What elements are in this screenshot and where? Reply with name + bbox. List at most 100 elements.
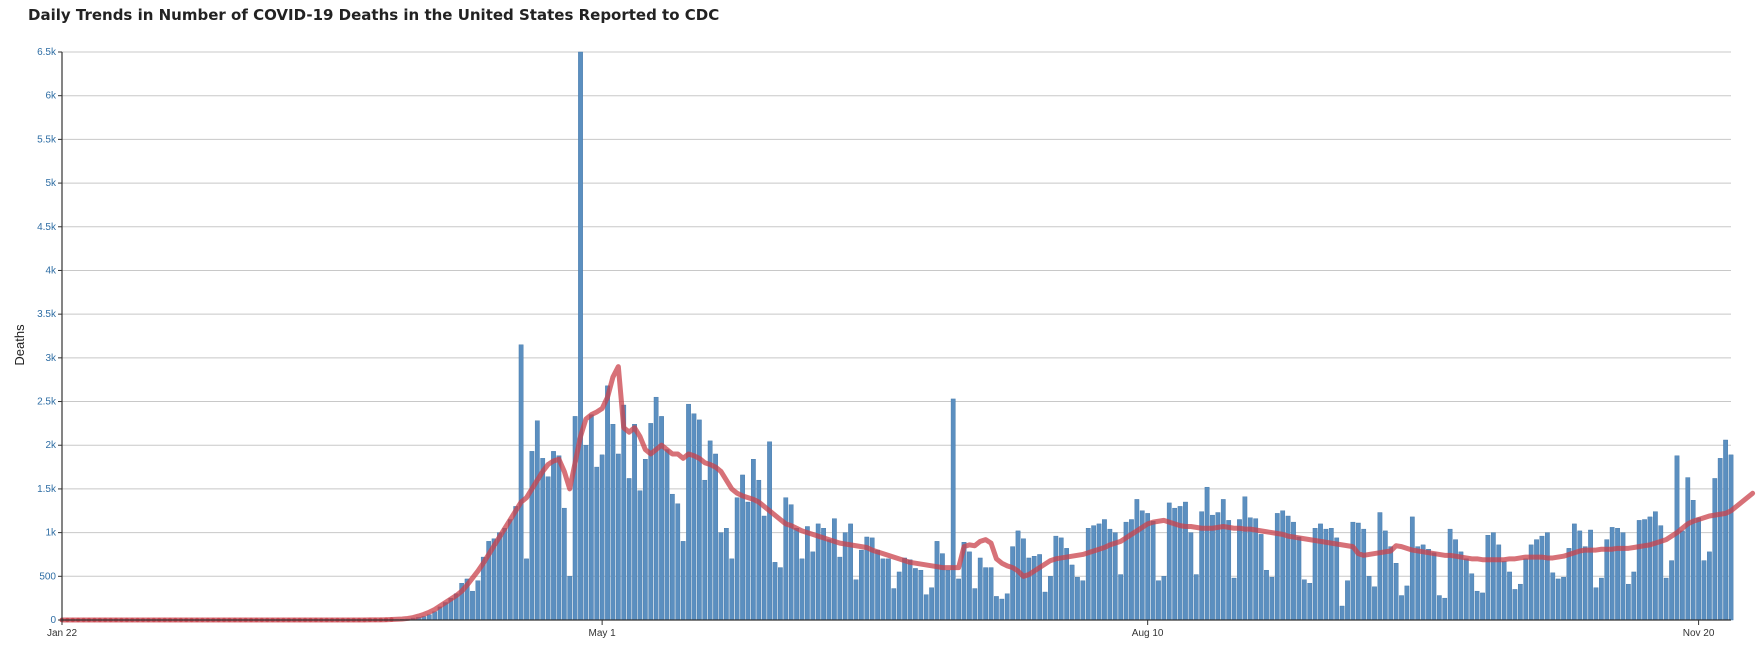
bar — [1355, 522, 1361, 621]
bar — [1296, 536, 1302, 621]
bar — [1053, 535, 1059, 621]
bar — [507, 519, 513, 621]
bar — [1096, 523, 1102, 621]
bar — [1663, 577, 1669, 621]
bar — [551, 451, 556, 621]
bar — [637, 490, 643, 621]
bar — [724, 528, 729, 621]
bar — [1555, 578, 1561, 621]
bar — [1118, 574, 1124, 621]
bar — [1399, 595, 1404, 621]
bar — [594, 466, 600, 621]
bar — [615, 453, 621, 621]
chart-title: Daily Trends in Number of COVID-19 Death… — [28, 6, 720, 24]
bar — [1588, 529, 1593, 621]
bar — [1447, 528, 1453, 621]
bar — [1653, 511, 1658, 621]
bar — [1188, 532, 1194, 621]
bar — [950, 398, 956, 621]
bar — [734, 497, 740, 621]
bar — [1366, 576, 1372, 621]
bar — [907, 559, 913, 621]
bar — [588, 414, 594, 621]
bar — [805, 526, 810, 621]
bar — [799, 558, 805, 621]
bar — [1350, 521, 1356, 621]
bar — [1382, 530, 1388, 621]
bar — [653, 396, 659, 621]
bar — [529, 451, 535, 621]
bar — [1274, 513, 1280, 621]
bar — [1307, 583, 1313, 621]
bar — [696, 419, 702, 621]
bar — [745, 501, 751, 621]
tick-labels: 0 500 1k 1.5k 2k 2.5k 3k 3.5k 4k 4.5k 5k 5.5k 6k 6.5k… — [37, 47, 1715, 639]
bar — [1269, 576, 1275, 621]
y-tick-label: 4.5k — [37, 222, 57, 233]
bar — [1599, 577, 1604, 621]
bar — [940, 553, 945, 621]
bar — [702, 479, 708, 621]
bar — [680, 541, 686, 621]
bar — [999, 598, 1005, 621]
bar — [977, 557, 983, 621]
bar — [718, 532, 724, 621]
bar — [783, 497, 789, 621]
bar — [832, 518, 837, 621]
bar — [826, 539, 832, 621]
bar — [1507, 571, 1512, 621]
bar — [751, 459, 756, 621]
bar — [1258, 534, 1264, 621]
bar — [1409, 516, 1415, 621]
bar — [567, 576, 573, 621]
bar — [540, 458, 546, 621]
bar — [691, 413, 697, 621]
bar — [1318, 523, 1323, 621]
bar — [972, 588, 978, 621]
y-tick-label: 6.5k — [37, 47, 57, 58]
bar — [1717, 458, 1723, 621]
bar — [1517, 583, 1523, 621]
bar — [475, 580, 481, 621]
bar — [1674, 455, 1680, 621]
bar — [1480, 592, 1485, 621]
bar — [1436, 595, 1442, 621]
x-tick-label: Aug 10 — [1132, 628, 1164, 639]
bar — [848, 523, 853, 621]
bar — [1231, 577, 1237, 621]
bar — [994, 596, 999, 621]
y-axis-label: Deaths — [12, 324, 27, 366]
bar — [918, 569, 924, 621]
bar — [502, 528, 508, 621]
bar — [794, 528, 799, 621]
bar — [1237, 519, 1242, 621]
bar — [1647, 516, 1653, 621]
bar — [1463, 558, 1469, 621]
bar — [1636, 520, 1642, 621]
bar — [853, 579, 859, 621]
bar — [1280, 510, 1286, 621]
bar — [1210, 514, 1215, 621]
bar — [1388, 546, 1394, 621]
bar — [1345, 580, 1350, 621]
bar — [1571, 523, 1577, 621]
x-tick-label: Nov 20 — [1683, 628, 1715, 639]
bar — [767, 441, 772, 621]
bar — [1609, 527, 1615, 621]
bar — [1701, 560, 1707, 621]
bar — [1339, 605, 1345, 621]
bar — [1285, 515, 1291, 621]
bar — [837, 556, 843, 621]
bar — [1723, 439, 1728, 621]
bar — [896, 571, 902, 621]
bar — [1566, 548, 1572, 621]
bar — [810, 551, 816, 621]
bar — [1085, 528, 1091, 621]
bar — [967, 551, 972, 621]
bar — [902, 557, 907, 621]
bar — [1490, 532, 1496, 621]
bar — [934, 541, 940, 621]
bar — [1361, 528, 1367, 621]
bar — [1550, 572, 1556, 621]
